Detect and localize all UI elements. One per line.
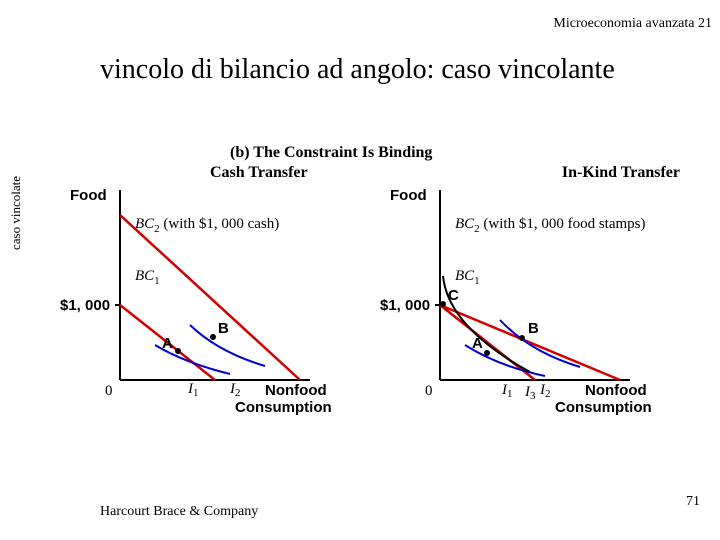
point-C: C [448,287,459,304]
y-tick-r: $1, 000 [380,297,430,314]
svg-text:BC2 (with $1, 000 food stamps): BC2 (with $1, 000 food stamps) [455,216,646,235]
y-axis-label: Food [70,187,107,204]
footer: Harcourt Brace & Company [100,504,258,520]
sidebar-label: caso vincolate [8,176,24,250]
svg-text:BC2 (with $1, 000 cash): BC2 (with $1, 000 cash) [135,216,279,235]
page-number: 71 [686,494,700,510]
point-A: A [162,335,173,352]
x-axis-label-1r: Nonfood [585,382,647,399]
svg-text:BC1: BC1 [135,268,160,287]
x-axis-label-2r: Consumption [555,399,652,416]
point-A-r: A [472,335,483,352]
left-chart: Food Nonfood Consumption 0 $1, 000 A B B… [60,180,380,440]
slide-title: vincolo di bilancio ad angolo: caso vinc… [100,54,615,86]
origin-label-r: 0 [425,383,433,399]
y-tick: $1, 000 [60,297,110,314]
svg-text:I3: I3 [524,384,536,402]
svg-text:BC1: BC1 [455,268,480,287]
svg-text:I1: I1 [187,381,199,399]
svg-text:I2: I2 [539,382,551,400]
point-B: B [218,320,229,337]
svg-text:I2: I2 [229,381,241,399]
y-axis-label-r: Food [390,187,427,204]
point-B-r: B [528,320,539,337]
origin-label: 0 [105,383,113,399]
svg-text:I1: I1 [501,382,513,400]
right-chart: Food Nonfood Consumption 0 $1, 000 C A B… [380,180,720,440]
x-axis-label-1: Nonfood [265,382,327,399]
section-title: (b) The Constraint Is Binding [230,144,432,162]
x-axis-label-2: Consumption [235,399,332,416]
header: Microeconomia avanzata 21 [553,16,712,32]
